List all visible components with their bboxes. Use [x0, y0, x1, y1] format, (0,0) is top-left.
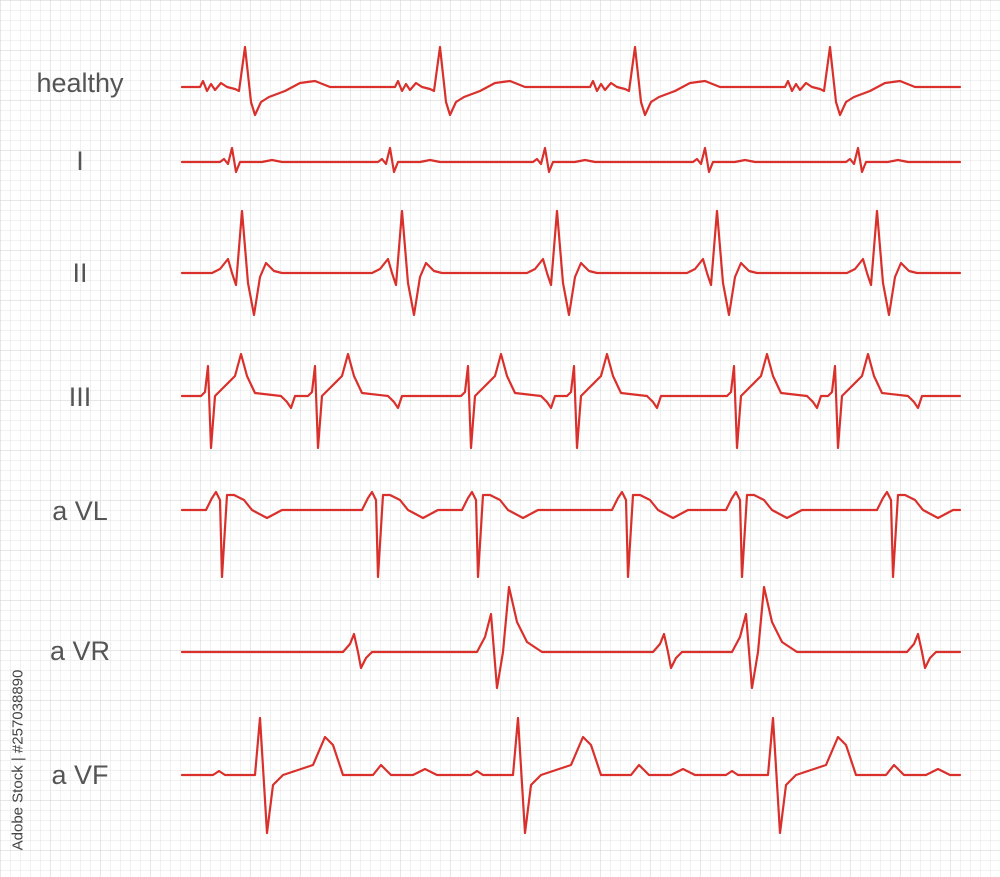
ecg-trace: [180, 146, 962, 174]
watermark: Adobe Stock | #257038890: [9, 669, 27, 851]
traces: [180, 45, 962, 835]
lead-label: a VF: [51, 760, 109, 790]
ecg-trace: [180, 716, 962, 835]
lead-label: III: [68, 382, 92, 412]
ecg-trace: [180, 209, 962, 317]
ecg-trace: [180, 352, 962, 450]
lead-label: I: [76, 146, 84, 176]
lead-label: II: [72, 258, 88, 288]
lead-label: healthy: [36, 68, 124, 98]
ecg-trace: [180, 45, 962, 117]
lead-label: a VL: [52, 496, 108, 526]
lead-label: a VR: [49, 636, 111, 666]
ecg-trace: [180, 490, 962, 579]
ecg-trace: [180, 585, 962, 690]
